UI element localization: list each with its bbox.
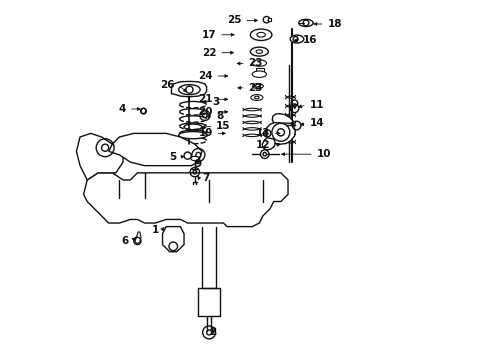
Text: 7: 7: [202, 173, 209, 183]
Polygon shape: [262, 138, 275, 150]
Ellipse shape: [252, 60, 267, 66]
Polygon shape: [163, 226, 184, 252]
Text: 9: 9: [195, 159, 202, 169]
Text: 16: 16: [302, 35, 317, 45]
Text: 23: 23: [248, 83, 263, 93]
Text: 21: 21: [198, 94, 213, 104]
Text: 1: 1: [152, 225, 159, 235]
Text: 15: 15: [216, 121, 231, 131]
Ellipse shape: [252, 71, 267, 77]
Ellipse shape: [179, 132, 207, 139]
Text: 22: 22: [202, 48, 216, 58]
Polygon shape: [256, 68, 264, 72]
Ellipse shape: [254, 96, 259, 99]
Ellipse shape: [290, 35, 304, 43]
Text: 14: 14: [310, 118, 324, 128]
Text: 6: 6: [121, 236, 128, 246]
Text: 5: 5: [170, 152, 177, 162]
Polygon shape: [172, 81, 207, 97]
Polygon shape: [135, 232, 141, 244]
Text: 18: 18: [327, 19, 342, 29]
Ellipse shape: [257, 32, 266, 37]
Ellipse shape: [251, 95, 263, 100]
Text: 11: 11: [310, 100, 324, 110]
Polygon shape: [84, 173, 288, 226]
Text: 24: 24: [198, 71, 213, 81]
Text: 3: 3: [213, 97, 220, 107]
Text: 17: 17: [202, 30, 216, 40]
Ellipse shape: [250, 47, 269, 56]
Text: 25: 25: [227, 15, 242, 26]
Text: 19: 19: [198, 129, 213, 138]
Polygon shape: [109, 134, 202, 166]
Polygon shape: [266, 121, 295, 144]
Ellipse shape: [191, 156, 199, 161]
Ellipse shape: [250, 29, 272, 41]
Polygon shape: [76, 134, 123, 180]
Text: 12: 12: [256, 140, 270, 150]
Text: 13: 13: [256, 129, 270, 138]
Text: 4: 4: [119, 104, 126, 114]
Polygon shape: [269, 18, 271, 22]
Ellipse shape: [299, 19, 313, 27]
Polygon shape: [141, 108, 146, 113]
Ellipse shape: [256, 50, 263, 53]
Text: 2: 2: [209, 327, 217, 337]
Text: 23: 23: [248, 58, 263, 68]
Ellipse shape: [252, 84, 263, 89]
Text: 26: 26: [161, 80, 175, 90]
Polygon shape: [272, 114, 294, 123]
Text: 10: 10: [317, 149, 331, 159]
Text: 8: 8: [216, 111, 223, 121]
Text: 20: 20: [198, 107, 213, 117]
